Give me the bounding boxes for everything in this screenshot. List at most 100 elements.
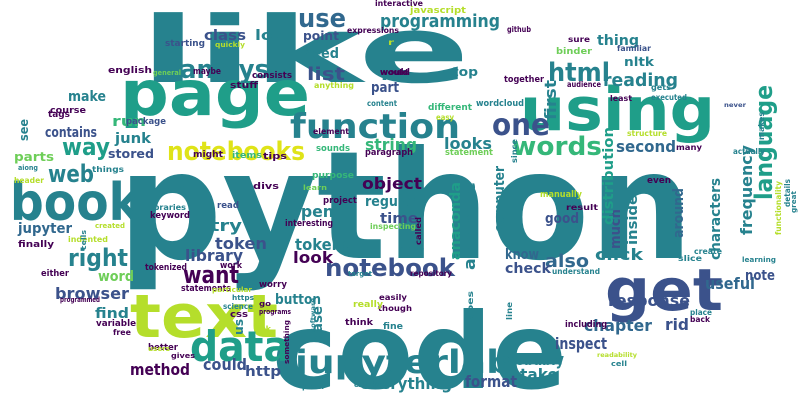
word-button: button [275, 292, 321, 308]
word-class: class [204, 28, 246, 44]
word-content: content [367, 99, 397, 108]
word-manually: manually [540, 190, 582, 200]
word-right: right [68, 244, 128, 272]
word-think: think [345, 318, 374, 328]
word-tokenized: tokenized [145, 263, 187, 273]
word-tokens: tokens [295, 235, 351, 254]
word-executed: executed [651, 93, 687, 102]
word-things: things [92, 165, 124, 174]
word-sounds: sounds [316, 144, 350, 154]
word-let: let [381, 68, 411, 84]
word-target: target [348, 270, 373, 278]
word-understand: understand [552, 267, 600, 276]
word-inside: inside [625, 195, 641, 245]
word-aiong: aiong [18, 164, 38, 172]
word-since: since [510, 138, 519, 163]
word-package: package [126, 117, 166, 127]
word-either: either [41, 269, 70, 279]
word-slice: slice [678, 254, 703, 263]
word-repository: repository [410, 269, 453, 278]
word-anything: anything [314, 81, 354, 90]
word-something: something [283, 320, 291, 364]
word-indented: indented [68, 235, 108, 244]
word-cell: cell [611, 360, 627, 368]
word-top: top [452, 65, 478, 79]
word-try: try [210, 216, 243, 235]
word-simple: simple [400, 245, 424, 253]
word-http: http [245, 364, 281, 380]
word-learning: learning [742, 256, 776, 264]
word-items: items [232, 151, 262, 161]
word-check: check [505, 261, 552, 277]
word-note: note [745, 268, 775, 284]
word-looks: looks [444, 134, 492, 153]
word-parts: parts [14, 150, 54, 164]
word-go: go [259, 300, 271, 308]
word-need: need [303, 46, 339, 62]
word-including: including [565, 320, 607, 330]
word-binder: binder [556, 47, 593, 57]
word-readability: readability [597, 352, 637, 359]
word-project: project [323, 196, 358, 206]
word-audience: audience [567, 80, 601, 89]
word-easily: easily [379, 293, 408, 302]
word-stored: stored [108, 147, 154, 161]
word-consists: consists [252, 71, 292, 81]
word-maybe: maybe [193, 67, 221, 77]
word-general: general [153, 69, 181, 77]
word-time: time [380, 211, 418, 227]
word-programmed: programmed [60, 296, 100, 304]
word-course: course [50, 106, 86, 116]
word-work: work [220, 261, 243, 271]
word-web: web [48, 160, 94, 188]
word-least: least [610, 94, 632, 103]
word-makes: makes [757, 112, 766, 140]
word-characters: characters [708, 178, 724, 260]
word-know: know [505, 247, 539, 263]
word-tips: tips [263, 152, 287, 162]
word-never: never [724, 102, 746, 109]
word-reading: reading [603, 70, 678, 91]
word-programming: programming [380, 11, 500, 32]
word-r: r [388, 38, 394, 47]
word-plain: plain [302, 383, 324, 391]
word-details: details [783, 179, 792, 207]
word-make: make [68, 89, 106, 105]
word-get: get [605, 256, 723, 324]
word-functionality: functionality [774, 180, 783, 235]
word-easy: easy [436, 113, 455, 122]
word-find: find [95, 306, 129, 322]
word-jupyterlab: jupyterlab [293, 343, 513, 381]
word-variable: variable [96, 319, 136, 329]
word-junk: junk [114, 131, 152, 147]
word-expressions: expressions [347, 26, 399, 35]
word-https: https [232, 294, 254, 302]
word-types: types [466, 291, 475, 325]
word-software: software [310, 298, 317, 332]
word-back: back [690, 315, 711, 324]
word-second: second [616, 137, 676, 156]
word-even: even [647, 176, 671, 186]
word-response: response [608, 291, 690, 310]
word-contains: contains [45, 125, 97, 141]
word-free: free [113, 328, 132, 337]
word-interesting: interesting [285, 219, 333, 229]
word-also: also [545, 251, 589, 272]
word-see: see [17, 119, 31, 141]
word-thing: thing [597, 33, 639, 49]
word-line: line [505, 301, 514, 320]
word-distribution: distribution [601, 127, 617, 225]
word-probably: probably [500, 350, 564, 369]
word-purpose: purpose [312, 171, 354, 181]
word-better: better [148, 343, 179, 353]
word-statements: statements [181, 284, 231, 294]
word-statement: statement [445, 148, 494, 158]
word-use: use [298, 4, 346, 34]
word-gives: gives [171, 352, 195, 360]
word-tags: tags [48, 110, 70, 120]
word-existing: existing [354, 381, 386, 389]
word-computer: computer [492, 166, 508, 232]
word-analysis: analysis [180, 55, 292, 85]
word-browser: browser [55, 284, 129, 303]
